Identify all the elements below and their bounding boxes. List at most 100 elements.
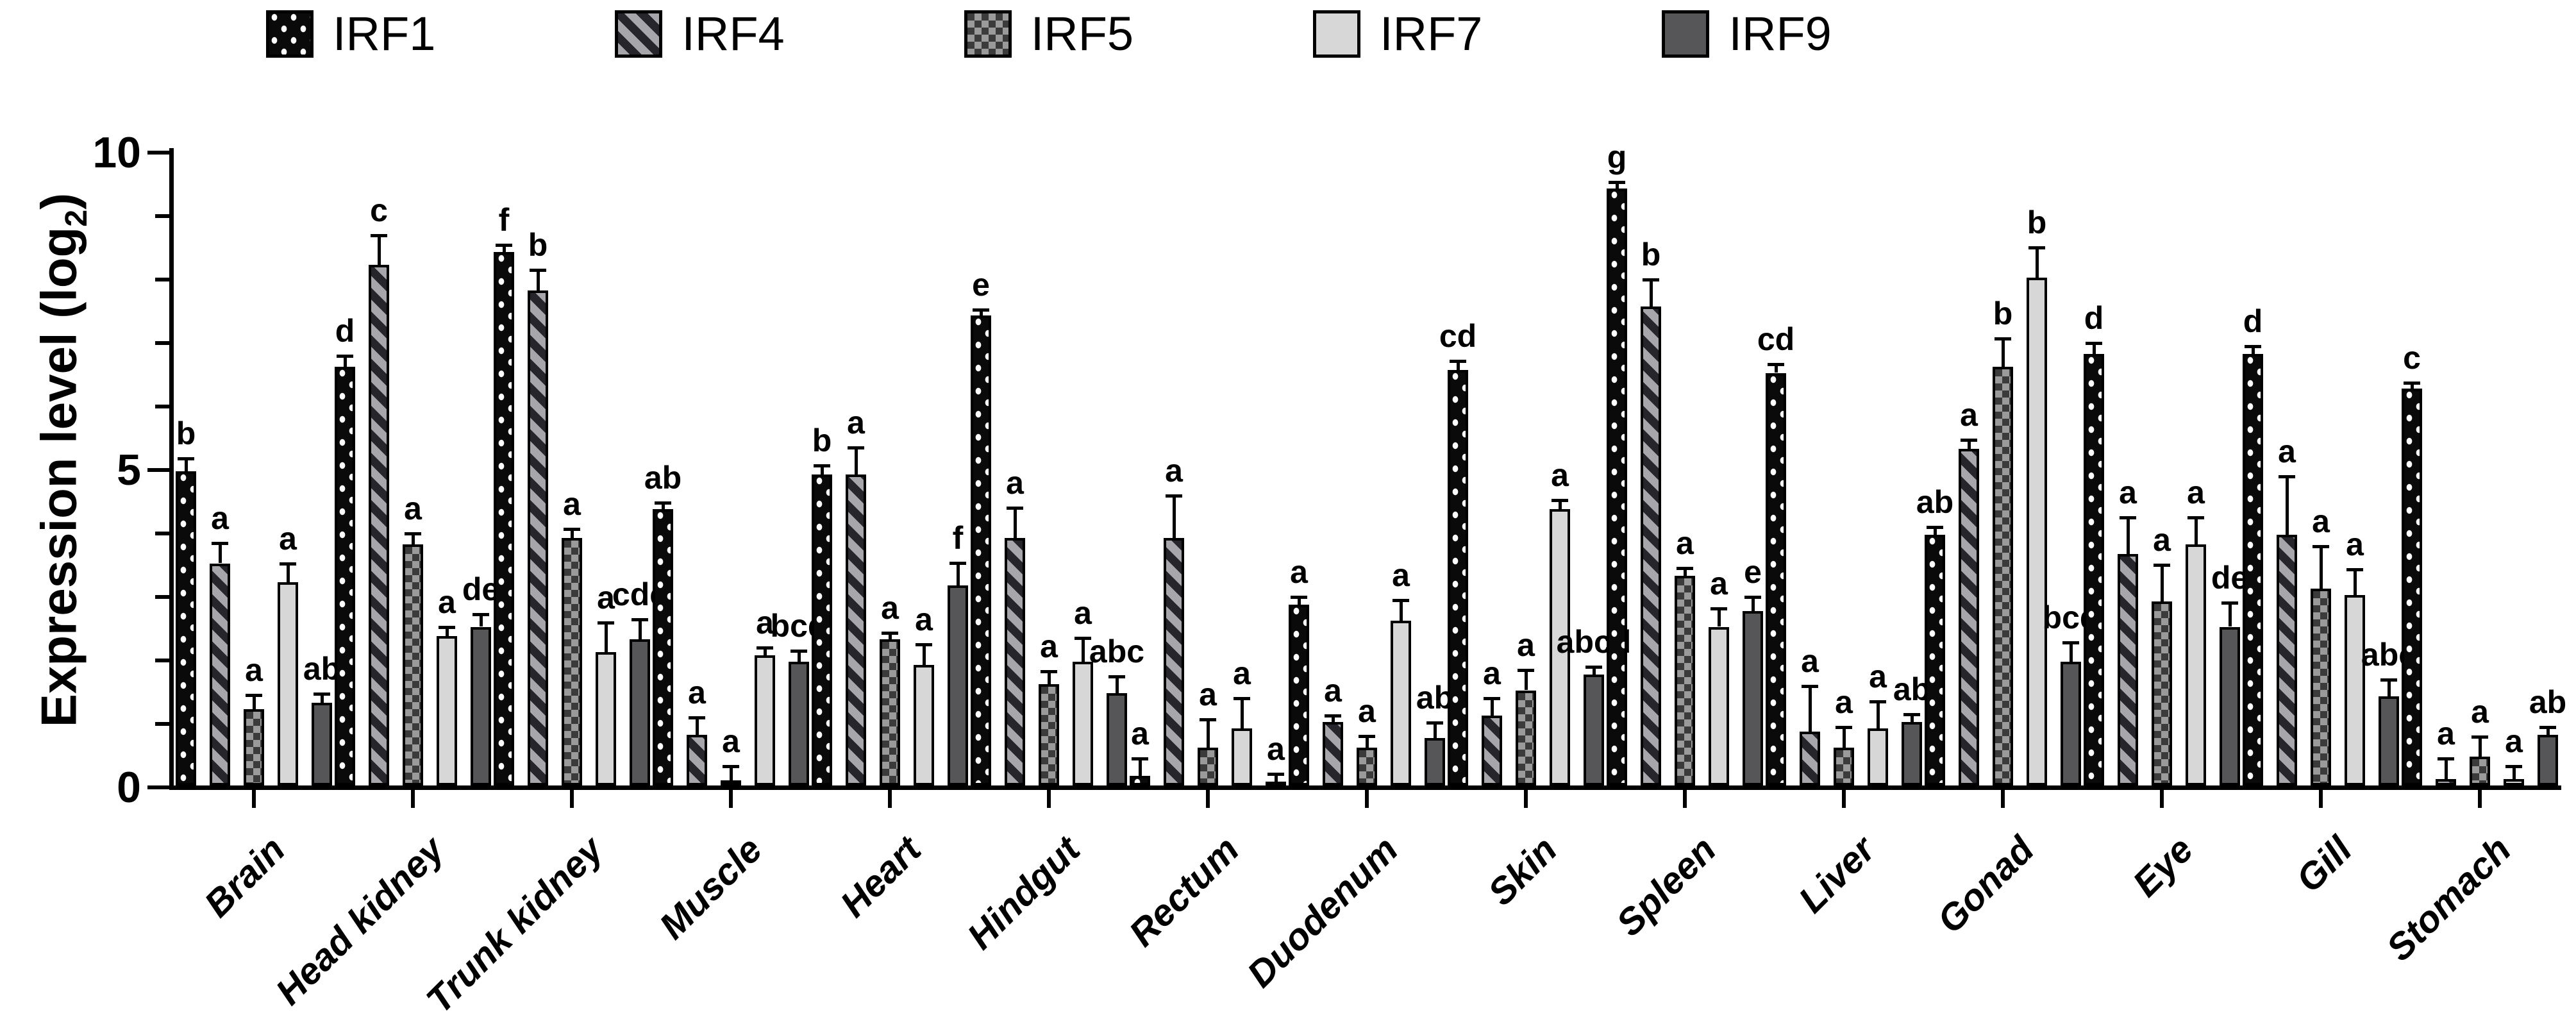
- sig-letter-irf4-eye: a: [2119, 474, 2137, 511]
- sig-letter-irf7-stomach: a: [2505, 723, 2523, 760]
- legend-label-irf9: IRF9: [1728, 7, 1832, 60]
- error-bar-irf5-spleen: [1683, 569, 1687, 576]
- x-axis-line: [169, 785, 2561, 790]
- sig-letter-irf5-spleen: a: [1676, 525, 1694, 562]
- error-bar-irf5-stomach: [2478, 737, 2482, 757]
- sig-letter-irf7-gonad: b: [2027, 205, 2047, 241]
- y-axis-title-close: ): [30, 192, 87, 210]
- sig-letter-irf7-heart: a: [915, 601, 933, 638]
- error-bar-irf9-stomach: [2546, 728, 2550, 735]
- bar-irf1-spleen: [1607, 189, 1627, 785]
- sig-letter-irf9-hindgut: abc: [1089, 633, 1145, 669]
- bar-irf1-heart: [812, 474, 832, 785]
- x-tick-muscle: [729, 790, 733, 808]
- error-cap-irf7-heart: [916, 643, 932, 647]
- bar-irf4-gill: [2277, 534, 2297, 785]
- x-label-head-kidney: Head kidney: [267, 828, 453, 1013]
- bar-irf7-head-kidney: [437, 636, 457, 785]
- y-minor-tick: [155, 595, 169, 599]
- error-bar-irf7-trunk-kidney: [604, 623, 608, 653]
- error-bar-irf1-heart: [820, 467, 824, 474]
- bar-irf4-brain: [210, 563, 230, 785]
- error-cap-irf1-eye: [2086, 341, 2102, 345]
- error-cap-irf5-gill: [2313, 544, 2329, 548]
- error-bar-irf9-rectum: [1274, 775, 1278, 782]
- sig-letter-irf7-brain: a: [279, 521, 297, 557]
- bar-irf5-head-kidney: [403, 544, 423, 785]
- sig-letter-irf5-duodenum: a: [1358, 692, 1376, 729]
- y-minor-tick: [155, 532, 169, 535]
- sig-letter-irf1-stomach: c: [2403, 340, 2421, 376]
- sig-letter-irf1-hindgut: e: [972, 267, 990, 303]
- error-bar-irf4-stomach: [2444, 760, 2448, 780]
- bar-irf4-eye: [2118, 553, 2138, 785]
- error-cap-irf9-skin: [1585, 665, 1602, 669]
- error-cap-irf1-trunk-kidney: [496, 243, 512, 247]
- error-bar-irf1-duodenum: [1297, 598, 1301, 605]
- legend-item-irf7: IRF7: [1313, 10, 1482, 58]
- error-cap-irf9-heart: [949, 562, 966, 566]
- error-cap-irf5-duodenum: [1359, 734, 1375, 738]
- error-bar-irf7-stomach: [2512, 768, 2516, 780]
- bar-irf7-gill: [2345, 595, 2365, 785]
- bar-irf7-trunk-kidney: [596, 652, 616, 785]
- x-tick-brain: [252, 790, 256, 808]
- sig-letter-irf7-gill: a: [2346, 526, 2364, 563]
- error-cap-irf1-gill: [2245, 344, 2261, 348]
- error-cap-irf5-head-kidney: [405, 532, 421, 535]
- sig-letter-irf5-head-kidney: a: [404, 490, 422, 526]
- error-cap-irf1-spleen: [1609, 181, 1625, 185]
- error-bar-irf7-eye: [2194, 519, 2198, 544]
- error-bar-irf7-head-kidney: [445, 628, 449, 637]
- error-cap-irf7-stomach: [2505, 765, 2522, 769]
- legend-item-irf1: IRF1: [266, 10, 435, 58]
- sig-letter-irf7-head-kidney: a: [438, 584, 456, 621]
- bar-irf9-head-kidney: [471, 626, 491, 785]
- bar-irf1-rectum: [1130, 776, 1150, 785]
- y-tick-label: 10: [92, 128, 141, 177]
- error-cap-irf7-eye: [2187, 516, 2204, 520]
- error-bar-irf4-hindgut: [1013, 509, 1017, 538]
- x-label-skin: Skin: [1480, 828, 1566, 914]
- sig-letter-irf4-brain: a: [211, 499, 229, 536]
- error-bar-irf1-gill: [2251, 347, 2255, 354]
- x-label-heart: Heart: [832, 828, 930, 925]
- legend-swatch-irf5-icon: [964, 10, 1012, 58]
- y-minor-tick: [155, 214, 169, 218]
- sig-letter-irf7-trunk-kidney: a: [597, 579, 615, 616]
- bar-irf7-heart: [914, 664, 934, 785]
- bar-irf1-gonad: [1925, 534, 1945, 785]
- error-bar-irf1-rectum: [1138, 760, 1142, 776]
- error-cap-irf7-gonad: [2028, 246, 2045, 250]
- bar-irf7-eye: [2186, 544, 2206, 785]
- x-label-gill: Gill: [2288, 828, 2361, 901]
- sig-letter-irf4-gonad: a: [1960, 397, 1978, 433]
- sig-letter-irf4-trunk-kidney: b: [528, 227, 548, 264]
- bar-irf7-gonad: [2027, 278, 2047, 785]
- x-tick-head-kidney: [411, 790, 415, 808]
- x-tick-trunk-kidney: [570, 790, 574, 808]
- error-cap-irf9-hindgut: [1108, 675, 1125, 678]
- bar-irf9-skin: [1584, 674, 1604, 785]
- error-cap-irf1-gonad: [1927, 526, 1943, 530]
- error-bar-irf5-duodenum: [1365, 737, 1369, 748]
- error-bar-irf9-duodenum: [1433, 723, 1437, 738]
- error-cap-irf9-head-kidney: [473, 612, 489, 616]
- error-cap-irf4-heart: [848, 446, 864, 450]
- bar-irf5-gill: [2311, 589, 2331, 785]
- error-cap-irf5-eye: [2154, 564, 2170, 567]
- sig-letter-irf5-eye: a: [2153, 522, 2171, 558]
- x-tick-heart: [888, 790, 892, 808]
- error-cap-irf1-hindgut: [973, 308, 989, 312]
- error-cap-irf5-heart: [882, 632, 898, 635]
- error-bar-irf5-brain: [252, 696, 256, 710]
- error-cap-irf7-hindgut: [1075, 637, 1091, 641]
- error-cap-irf5-muscle: [723, 765, 739, 769]
- x-tick-liver: [1842, 790, 1846, 808]
- error-cap-irf7-trunk-kidney: [598, 621, 614, 625]
- y-minor-tick: [155, 722, 169, 726]
- error-cap-irf9-duodenum: [1426, 721, 1443, 725]
- error-cap-irf4-rectum: [1166, 494, 1182, 498]
- error-cap-irf9-spleen: [1744, 595, 1761, 599]
